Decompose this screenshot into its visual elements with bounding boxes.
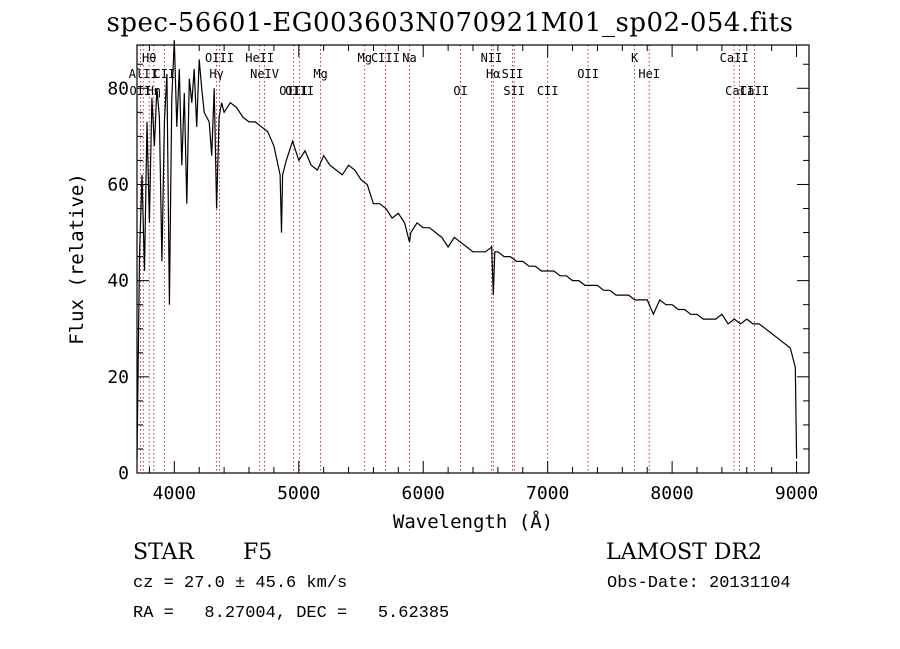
y-tick-label: 60 (107, 174, 129, 195)
spectrum-series-line (136, 40, 798, 459)
line-label: K (631, 51, 639, 65)
y-axis-label: Flux (relative) (66, 173, 88, 345)
line-label: OIII (205, 51, 234, 65)
line-label: CaII (740, 84, 769, 98)
line-label: Hη (147, 84, 161, 98)
line-label: CII (154, 67, 176, 81)
object-class: STAR (133, 540, 194, 565)
x-tick-label: 7000 (526, 483, 569, 504)
line-label: NII (481, 51, 503, 65)
line-label: CaII (725, 84, 754, 98)
line-label: Hγ (209, 67, 223, 81)
x-tick-label: 9000 (775, 483, 818, 504)
line-label: NeIV (250, 67, 279, 81)
line-label: Hθ (142, 51, 156, 65)
redshift-velocity: cz = 27.0 ± 45.6 km/s (133, 574, 348, 593)
line-label: SII (502, 67, 524, 81)
line-label: Na (402, 51, 416, 65)
line-label: HeII (245, 51, 274, 65)
emission-line-markers (139, 45, 755, 473)
line-label: OI (453, 84, 467, 98)
line-label: Mg (313, 67, 327, 81)
y-axis-ticks: 0 20 40 60 80 (107, 63, 809, 484)
line-label: CIII (371, 51, 400, 65)
line-label: OII (130, 84, 152, 98)
x-tick-label: 4000 (153, 483, 196, 504)
line-label: Mg (358, 51, 372, 65)
chart-title: spec-56601-EG003603N070921M01_sp02-054.f… (106, 8, 794, 38)
x-axis-ticks: 4000 5000 6000 7000 8000 9000 (148, 45, 818, 504)
line-label: CaII (720, 51, 749, 65)
x-tick-label: 8000 (650, 483, 693, 504)
line-label: SII (503, 84, 525, 98)
emission-line-labels: HθAlIIOIIHηCIIOIIIHγHeIINeIVOIIIOIIIMgMg… (129, 51, 769, 98)
survey-name: LAMOST DR2 (606, 540, 762, 565)
spectral-subclass: F5 (243, 540, 273, 565)
line-label: HeI (638, 67, 660, 81)
line-label: OII (577, 67, 599, 81)
line-label: Hα (486, 67, 500, 81)
y-tick-label: 20 (107, 367, 129, 388)
x-tick-label: 5000 (277, 483, 320, 504)
line-label: CII (537, 84, 559, 98)
x-axis-label: Wavelength (Å) (393, 510, 553, 533)
sky-coordinates: RA = 8.27004, DEC = 5.62385 (133, 604, 450, 623)
line-label: AlII (129, 67, 158, 81)
line-label: OIII (279, 84, 308, 98)
x-tick-label: 6000 (402, 483, 445, 504)
y-tick-label: 40 (107, 271, 129, 292)
spectrum-plot: HθAlIIOIIHηCIIOIIIHγHeIINeIVOIIIOIIIMgMg… (66, 40, 818, 533)
line-label: OIII (285, 84, 314, 98)
y-tick-label: 80 (107, 78, 129, 99)
observation-date: Obs-Date: 20131104 (607, 574, 791, 593)
y-tick-label: 0 (118, 463, 129, 484)
